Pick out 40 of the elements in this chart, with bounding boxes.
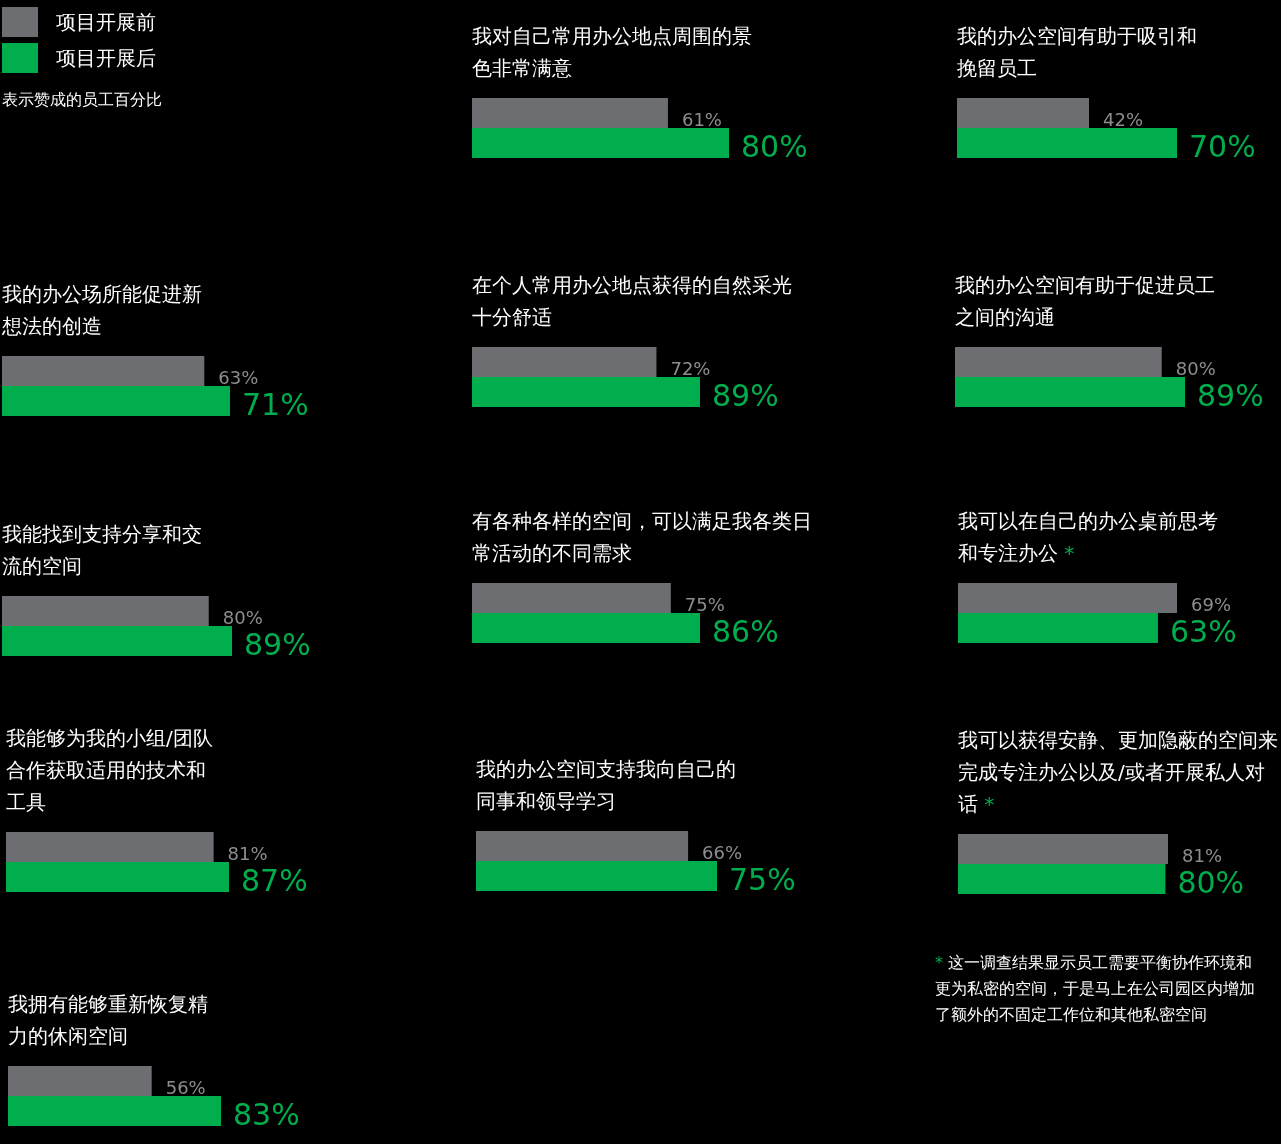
data-label: 81%: [227, 843, 268, 864]
data-label: 89%: [1197, 378, 1264, 413]
data-label: 63%: [218, 367, 259, 388]
data-label: 81%: [1182, 845, 1223, 866]
chart-title: 我的办公空间有助于促进员工之间的沟通: [955, 273, 1215, 329]
data-label: 61%: [681, 109, 722, 130]
data-label: 89%: [244, 627, 311, 662]
legend-label: 项目开展后: [56, 44, 156, 72]
data-label: 66%: [702, 842, 743, 863]
chart-title: 我的办公场所能促进新想法的创造: [2, 282, 202, 338]
data-label: 72%: [670, 358, 711, 379]
text: * 这一调查结果显示员工需要平衡协作环境和更为私密的空间，于是马上在公司园区内增加了额外的不固定工作位和其他私密空间: [935, 953, 1255, 1024]
data-label: 75%: [684, 594, 725, 615]
data-label: 42%: [1103, 109, 1144, 130]
data-label: 56%: [165, 1077, 206, 1098]
chart-title: 有各种各样的空间，可以满足我各类日常活动的不同需求: [472, 509, 812, 565]
chart-title: 我的办公空间有助于吸引和挽留员工: [957, 24, 1197, 80]
chart-title: 我可以在自己的办公桌前思考和专注办公 *: [958, 509, 1218, 565]
chart-title: 我对自己常用办公地点周围的景色非常满意: [472, 24, 752, 80]
chart-title: 我能够为我的小组/团队合作获取适用的技术和工具: [6, 726, 213, 814]
text: 表示赞成的员工百分比: [2, 90, 162, 111]
data-label: 80%: [222, 607, 263, 628]
data-label: 80%: [741, 129, 808, 164]
data-label: 89%: [712, 378, 779, 413]
chart-title: 我的办公空间支持我向自己的同事和领导学习: [476, 757, 736, 813]
data-label: 87%: [241, 863, 308, 898]
legend-label: 项目开展前: [56, 8, 156, 36]
chart-title: 我能找到支持分享和交流的空间: [2, 522, 202, 578]
chart-title: 在个人常用办公地点获得的自然采光十分舒适: [472, 273, 792, 329]
data-label: 63%: [1169, 614, 1237, 649]
data-label: 75%: [729, 862, 796, 897]
data-label: 83%: [233, 1097, 300, 1132]
data-label: 70%: [1189, 129, 1256, 164]
chart-title: 我可以获得安静、更加隐蔽的空间来完成专注办公以及/或者开展私人对话 *: [958, 728, 1278, 816]
chart-title: 我拥有能够重新恢复精力的休闲空间: [8, 992, 208, 1048]
data-label: 71%: [242, 387, 309, 422]
data-label: 80%: [1177, 865, 1245, 900]
data-label: 86%: [712, 614, 779, 649]
data-label: 80%: [1175, 358, 1216, 379]
data-label: 69%: [1191, 594, 1232, 615]
